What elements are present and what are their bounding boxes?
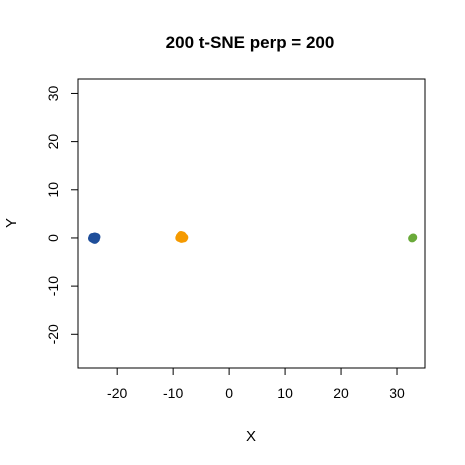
plot-frame: [77, 78, 426, 369]
y-tick-label: 0: [45, 234, 61, 242]
y-tick-label: -20: [45, 324, 61, 344]
y-tick-label: 30: [45, 85, 61, 101]
x-tick-label: 20: [333, 385, 349, 401]
data-point-cluster-2: [175, 232, 184, 241]
x-tick-label: -20: [107, 385, 127, 401]
y-tick-label: -10: [45, 276, 61, 296]
data-points: [87, 231, 418, 244]
y-axis: -20 -10 0 10 20 30: [45, 85, 78, 344]
x-tick-label: 30: [389, 385, 405, 401]
x-tick-label: 10: [277, 385, 293, 401]
x-tick-label: 0: [225, 385, 233, 401]
y-axis-label: Y: [3, 218, 20, 228]
y-tick-label: 20: [45, 134, 61, 150]
chart-title: 200 t-SNE perp = 200: [166, 33, 335, 52]
data-point-cluster-3: [408, 234, 417, 243]
x-axis: -20 -10 0 10 20 30: [107, 368, 405, 401]
data-point-cluster-1: [90, 235, 99, 244]
y-tick-label: 10: [45, 182, 61, 198]
x-axis-label: X: [246, 428, 256, 445]
x-tick-label: -10: [163, 385, 183, 401]
